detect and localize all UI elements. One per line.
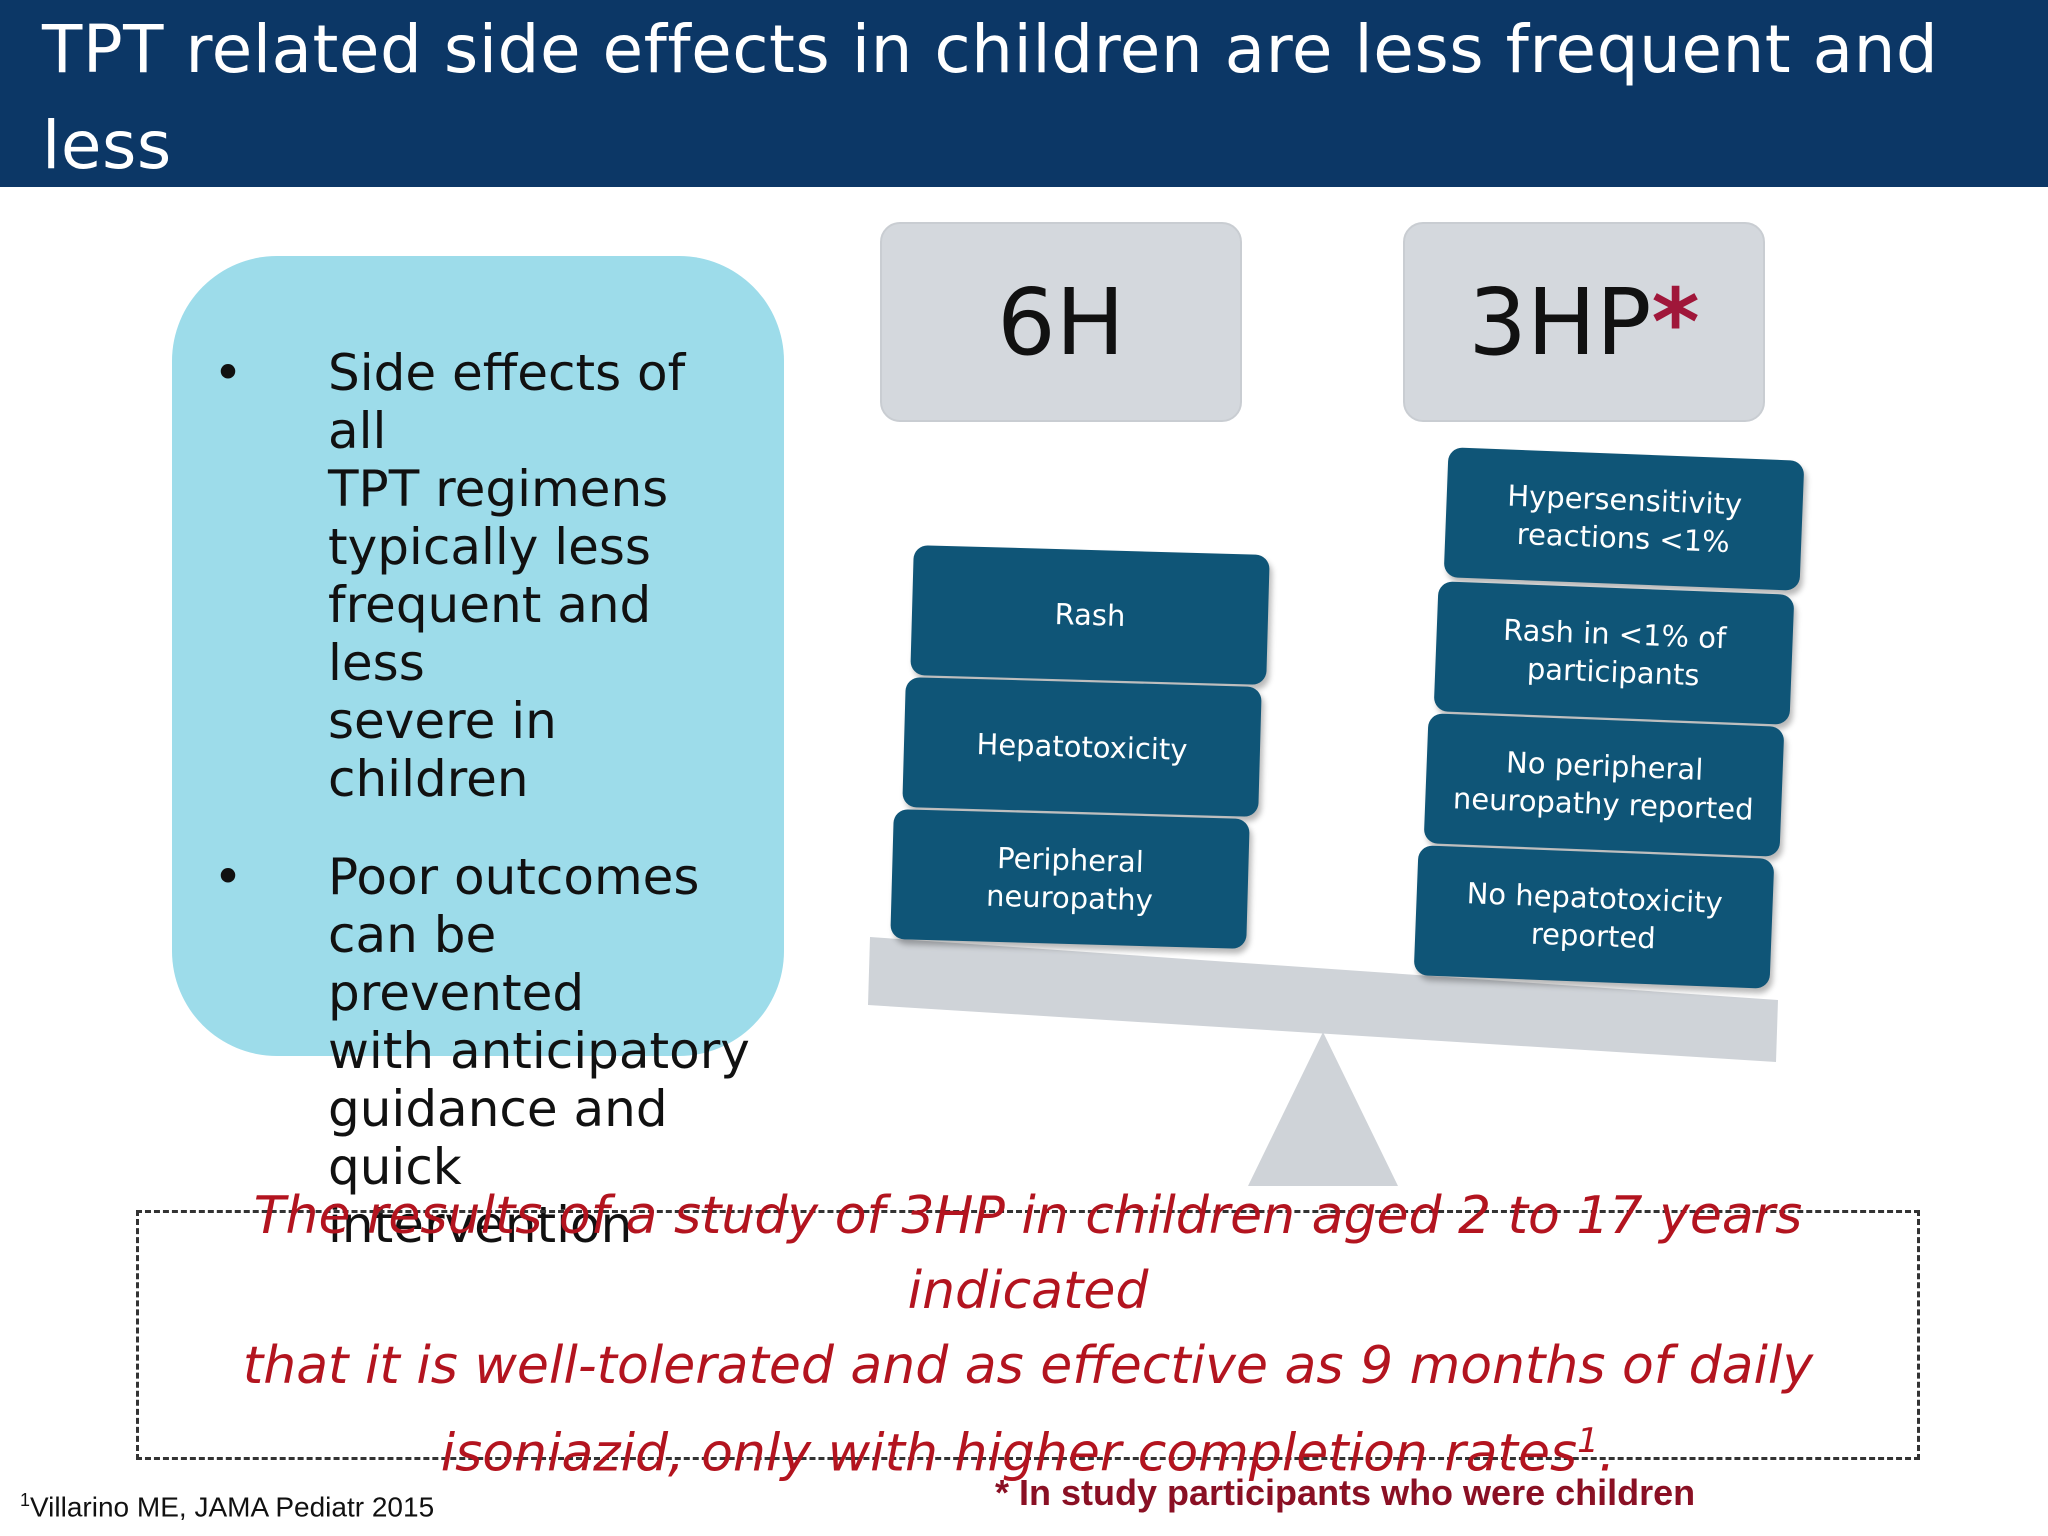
regimen-label-3hp: 3HP * xyxy=(1403,222,1765,422)
effect-label: Rash xyxy=(1054,597,1126,633)
info-line: severe in children xyxy=(328,692,557,808)
info-line: Side effects of all xyxy=(328,344,686,460)
scale-fulcrum xyxy=(1248,1032,1398,1186)
info-line: quick xyxy=(328,1138,462,1196)
asterisk-footnote: * In study participants who were childre… xyxy=(995,1472,1696,1513)
info-line: Poor outcomes xyxy=(328,848,700,906)
info-line: intervention xyxy=(328,1196,633,1254)
study-note-line-3-end: . xyxy=(1598,1423,1616,1484)
effect-label-line: participants xyxy=(1526,651,1701,693)
effect-label-line: reactions <1% xyxy=(1516,516,1731,560)
info-line: with anticipatory xyxy=(328,1022,750,1080)
info-list: • Side effects of all TPT regimens typic… xyxy=(208,344,754,1254)
info-line: frequent and less xyxy=(328,576,652,692)
info-line: guidance and xyxy=(328,1080,668,1138)
citation-footnote: 1Villarino ME, JAMA Pediatr 2015 xyxy=(20,1490,434,1523)
bullet-icon: • xyxy=(213,848,243,906)
study-note-line-1: The results of a study of 3HP in childre… xyxy=(253,1185,1803,1321)
info-line: TPT regimens xyxy=(328,460,669,518)
effect-label: Hepatotoxicity xyxy=(976,727,1188,767)
info-item-poor-outcomes: • Poor outcomes can be prevented with an… xyxy=(208,848,754,1254)
effect-label: Peripheral neuropathy xyxy=(985,840,1154,918)
info-line: can be prevented xyxy=(328,906,585,1022)
effect-6h-peripheral-neuropathy: Peripheral neuropathy xyxy=(890,809,1250,949)
effect-3hp-hypersensitivity: Hypersensitivity reactions <1% xyxy=(1443,447,1805,591)
citation-footnote-marker: 1 xyxy=(20,1490,31,1510)
citation-marker: 1 xyxy=(1577,1420,1599,1461)
study-note-box: The results of a study of 3HP in childre… xyxy=(136,1186,1920,1483)
study-note-line-3: isoniazid, only with higher completion r… xyxy=(169,1404,1887,1491)
asterisk-marker: * xyxy=(1651,268,1700,376)
regimen-label-3hp-text: 3HP xyxy=(1468,268,1652,376)
effect-3hp-peripheral-neuropathy: No peripheral neuropathy reported xyxy=(1423,713,1785,857)
study-note-line-3-text: isoniazid, only with higher completion r… xyxy=(440,1423,1578,1484)
scale-beam xyxy=(868,937,1778,1062)
effect-6h-hepatotoxicity: Hepatotoxicity xyxy=(902,677,1262,817)
citation-footnote-text: Villarino ME, JAMA Pediatr 2015 xyxy=(30,1491,435,1523)
regimen-label-6h: 6H xyxy=(880,222,1242,422)
info-panel: • Side effects of all TPT regimens typic… xyxy=(172,256,784,1254)
study-note-text: The results of a study of 3HP in childre… xyxy=(169,1179,1887,1491)
bullet-icon: • xyxy=(213,344,243,402)
slide-title: TPT related side effects in children are… xyxy=(0,0,2048,280)
effect-3hp-rash: Rash in <1% of participants xyxy=(1433,581,1795,725)
info-item-side-effects: • Side effects of all TPT regimens typic… xyxy=(208,344,754,808)
slide-title-line-1: TPT related side effects in children are… xyxy=(42,11,1939,184)
study-note-line-2: that it is well-tolerated and as effecti… xyxy=(242,1335,1814,1396)
effect-6h-rash: Rash xyxy=(910,545,1270,685)
info-line: typically less xyxy=(328,518,651,576)
effect-3hp-hepatotoxicity: No hepatotoxicity reported xyxy=(1413,845,1775,989)
regimen-label-6h-text: 6H xyxy=(997,268,1125,376)
